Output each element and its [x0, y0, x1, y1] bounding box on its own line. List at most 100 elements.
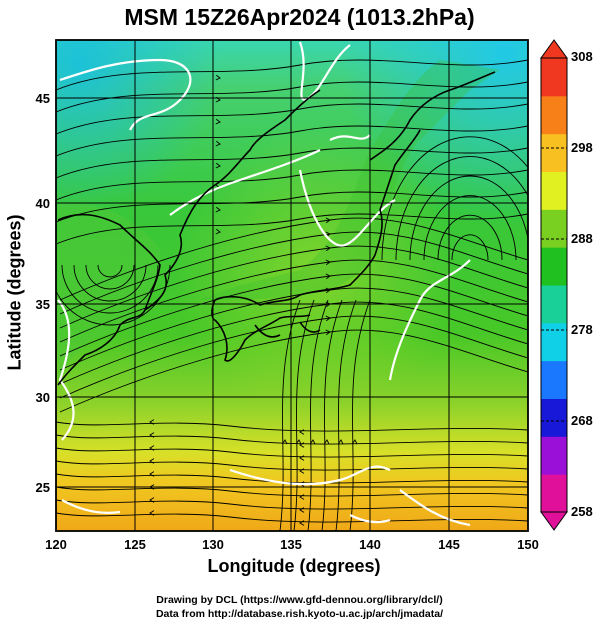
streamline-arrow	[325, 315, 331, 322]
x-tick-labels: 120 125 130 135 140 145 150	[45, 537, 539, 552]
y-tick-label: 25	[36, 480, 50, 495]
colorbar-segment	[541, 133, 567, 172]
colorbar-tick-label: 288	[571, 231, 593, 246]
streamline-arrow	[299, 468, 305, 474]
y-tick-label: 30	[36, 390, 50, 405]
streamline-arrow	[351, 439, 358, 445]
colorbar-top-arrow	[540, 39, 568, 59]
plot-title: MSM 15Z26Apr2024 (1013.2hPa)	[124, 4, 475, 30]
x-tick-label: 130	[202, 537, 224, 552]
streamline	[451, 234, 489, 261]
streamline	[423, 195, 517, 261]
streamline-arrow	[215, 118, 221, 125]
streamline	[97, 264, 123, 278]
colorbar-tick-label: 308	[571, 49, 593, 64]
x-tick-label: 150	[517, 537, 539, 552]
streamline	[56, 421, 528, 432]
streamline	[56, 447, 528, 458]
streamline	[395, 156, 528, 261]
streamline-arrow	[281, 439, 288, 445]
streamline-arrow	[337, 439, 344, 445]
colorbar-segment	[541, 209, 567, 248]
streamline-arrow	[215, 162, 221, 169]
streamline-arrow	[299, 455, 305, 461]
colorbar-segment	[541, 285, 567, 324]
streamline	[56, 499, 528, 510]
streamline-arrow	[215, 206, 221, 213]
colorbar-bottom-arrow	[540, 511, 568, 531]
streamline-arrow	[215, 228, 221, 235]
y-tick-label: 35	[36, 297, 50, 312]
streamline-arrow	[299, 494, 305, 500]
streamline-arrow	[325, 217, 331, 224]
y-axis-label: Latitude (degrees)	[4, 214, 25, 371]
streamline	[381, 136, 528, 261]
x-tick-label: 125	[124, 537, 146, 552]
streamline	[61, 264, 159, 314]
streamline-arrow	[149, 510, 155, 516]
streamline-arrow	[299, 429, 305, 435]
x-tick-label: 140	[359, 537, 381, 552]
streamline-arrow	[149, 419, 155, 425]
streamline	[437, 214, 503, 261]
streamline-arrow	[299, 520, 305, 526]
x-tick-label: 135	[280, 537, 302, 552]
streamline-arrow	[325, 273, 331, 280]
streamline	[73, 264, 147, 302]
streamline-arrow	[149, 497, 155, 503]
streamline	[409, 175, 528, 261]
x-tick-label: 120	[45, 537, 67, 552]
streamline	[56, 59, 528, 91]
streamline-arrow	[295, 439, 302, 445]
streamline-arrow	[215, 74, 221, 81]
streamline-arrow	[149, 471, 155, 477]
streamline	[56, 460, 528, 471]
streamline	[56, 434, 528, 445]
colorbar-segment	[541, 474, 567, 513]
y-tick-label: 45	[36, 91, 50, 106]
map-frame	[55, 39, 529, 532]
streamline-arrow	[309, 439, 316, 445]
colorbar-segment	[541, 95, 567, 135]
streamline-arrow	[299, 442, 305, 448]
x-axis-label: Longitude (degrees)	[207, 556, 381, 576]
streamline	[56, 147, 528, 179]
lat-lon-grid	[56, 40, 528, 531]
streamline	[321, 299, 343, 531]
contour-lines	[57, 41, 471, 527]
streamline-arrow	[325, 245, 331, 252]
x-tick-label: 145	[438, 537, 460, 552]
colorbar: 308 298 288 278 268 258	[540, 39, 593, 531]
streamline-arrow	[325, 231, 331, 238]
colorbar-segment	[541, 360, 567, 399]
streamline-arrow	[299, 507, 305, 513]
streamline	[56, 486, 528, 497]
streamlines	[56, 59, 528, 531]
colorbar-segment	[541, 436, 567, 475]
streamline-arrow	[323, 439, 330, 445]
streamline-arrow	[325, 259, 331, 266]
credit-data: Data from http://database.rish.kyoto-u.a…	[155, 608, 444, 620]
colorbar-tick-label: 298	[571, 140, 593, 155]
colorbar-segment	[541, 398, 567, 437]
colorbar-tick-label: 268	[571, 413, 593, 428]
colorbar-segment	[541, 322, 567, 362]
streamline	[56, 125, 528, 157]
streamline	[307, 299, 329, 531]
colorbar-tick-label: 258	[571, 504, 593, 519]
colorbar-tick-label: 278	[571, 322, 593, 337]
y-tick-label: 40	[36, 196, 50, 211]
colorbar-segment	[541, 58, 567, 97]
streamline	[56, 473, 528, 484]
credit-drawing: Drawing by DCL (https://www.gfd-dennou.o…	[156, 594, 443, 606]
coastlines	[57, 71, 496, 386]
streamline	[56, 191, 528, 223]
streamline-arrow	[215, 140, 221, 147]
colorbar-segment	[541, 171, 567, 210]
streamline	[335, 299, 357, 531]
y-tick-labels: 25 30 35 40 45	[36, 91, 50, 495]
streamline	[349, 299, 371, 531]
streamline-arrow	[149, 445, 155, 451]
streamline-arrow	[325, 329, 331, 336]
